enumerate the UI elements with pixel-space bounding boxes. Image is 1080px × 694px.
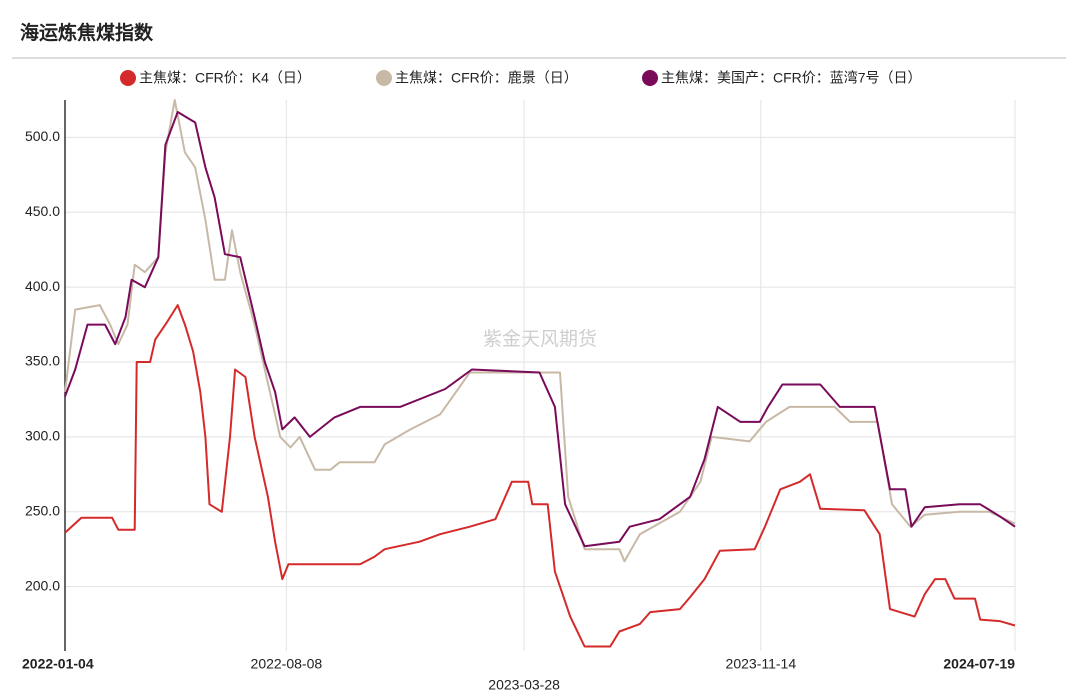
- x-tick-label: 2023-11-14: [726, 656, 797, 672]
- chart-title: 海运炼焦煤指数: [20, 21, 154, 44]
- legend-marker: [120, 70, 136, 86]
- y-tick-label: 250.0: [25, 502, 60, 518]
- y-tick-label: 450.0: [25, 203, 60, 219]
- x-tick-label: 2023-03-28: [488, 677, 560, 693]
- y-tick-label: 350.0: [25, 353, 60, 369]
- series-line: [64, 111, 1016, 548]
- series-line: [64, 304, 1016, 648]
- watermark: 紫金天风期货: [483, 328, 597, 350]
- legend-label: 主焦煤：CFR价：K4（日）: [139, 70, 311, 86]
- legend-label: 主焦煤：CFR价：鹿景（日）: [395, 70, 578, 86]
- y-tick-label: 200.0: [25, 577, 60, 593]
- legend-label: 主焦煤：美国产：CFR价：蓝湾7号（日）: [661, 70, 922, 86]
- x-tick-label: 2022-01-04: [22, 656, 94, 672]
- y-tick-label: 400.0: [25, 278, 60, 294]
- legend-marker: [642, 70, 658, 86]
- x-tick-label: 2022-08-08: [251, 656, 323, 672]
- y-tick-label: 500.0: [25, 128, 60, 144]
- legend-marker: [376, 70, 392, 86]
- x-tick-label: 2024-07-19: [943, 656, 1015, 672]
- y-tick-label: 300.0: [25, 428, 60, 444]
